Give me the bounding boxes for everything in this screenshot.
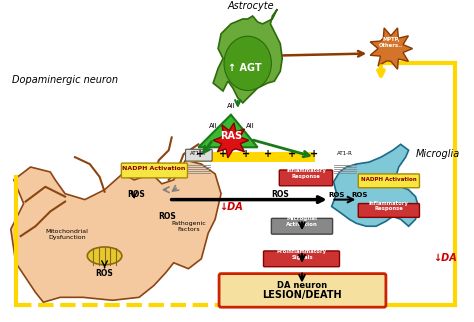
Text: Inflammatory
Response: Inflammatory Response — [369, 201, 409, 212]
Text: ↓DA: ↓DA — [219, 202, 243, 212]
Polygon shape — [198, 115, 257, 147]
Polygon shape — [370, 28, 412, 69]
Text: ROS: ROS — [128, 190, 145, 199]
Text: Mitochondrial
Dysfunction: Mitochondrial Dysfunction — [46, 229, 89, 240]
Text: DA neuron: DA neuron — [277, 281, 327, 290]
Text: Astrocyte: Astrocyte — [228, 1, 274, 11]
FancyBboxPatch shape — [358, 174, 419, 188]
Text: ROS: ROS — [351, 192, 367, 198]
Text: ROS: ROS — [328, 192, 345, 198]
Text: ↓DA: ↓DA — [433, 253, 457, 263]
Text: ROS: ROS — [96, 269, 113, 278]
FancyBboxPatch shape — [264, 251, 339, 267]
Text: RAS: RAS — [220, 131, 242, 141]
Text: AII: AII — [209, 123, 218, 128]
Text: AII: AII — [246, 123, 255, 128]
Ellipse shape — [87, 247, 122, 265]
Text: +: + — [288, 149, 296, 159]
Text: Pathogenic
Factors: Pathogenic Factors — [171, 222, 206, 232]
Text: Microglia: Microglia — [416, 149, 460, 159]
Text: AT1-R: AT1-R — [191, 151, 206, 156]
Text: Dopaminergic neuron: Dopaminergic neuron — [12, 75, 118, 85]
Text: +: + — [264, 149, 273, 159]
Text: AT1-R: AT1-R — [337, 151, 352, 156]
Text: AII: AII — [227, 103, 235, 109]
FancyBboxPatch shape — [186, 152, 315, 162]
FancyBboxPatch shape — [272, 218, 333, 234]
Text: +: + — [196, 149, 204, 159]
Ellipse shape — [224, 36, 272, 90]
Polygon shape — [332, 144, 419, 226]
FancyBboxPatch shape — [358, 204, 419, 217]
FancyBboxPatch shape — [279, 170, 333, 186]
Polygon shape — [213, 123, 249, 158]
Text: Proinflammatory
Signals: Proinflammatory Signals — [277, 249, 327, 260]
Text: +: + — [310, 149, 318, 159]
Text: +: + — [242, 149, 250, 159]
Text: ↑ AGT: ↑ AGT — [228, 63, 262, 73]
Text: +: + — [219, 149, 227, 159]
FancyBboxPatch shape — [219, 274, 386, 307]
Polygon shape — [11, 160, 221, 302]
Text: ROS: ROS — [158, 212, 176, 221]
FancyBboxPatch shape — [185, 149, 212, 161]
Text: NADPH Activation: NADPH Activation — [361, 177, 417, 182]
Text: Inflammatory
Response: Inflammatory Response — [286, 168, 326, 179]
FancyBboxPatch shape — [121, 163, 188, 178]
Text: MPTP,
Others..: MPTP, Others.. — [379, 37, 403, 48]
Text: ROS: ROS — [272, 190, 289, 199]
Polygon shape — [213, 9, 282, 103]
Text: NADPH Activation: NADPH Activation — [122, 166, 186, 171]
Text: LESION/DEATH: LESION/DEATH — [262, 290, 342, 300]
Text: Microglial
Activation: Microglial Activation — [286, 216, 318, 227]
